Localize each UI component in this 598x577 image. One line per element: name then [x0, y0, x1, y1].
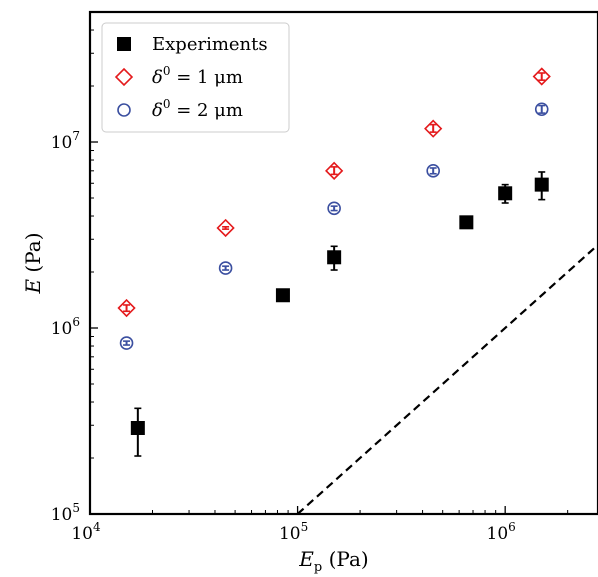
data-point: [130, 420, 145, 435]
data-point: [459, 215, 474, 230]
x-tick-exponent: 5: [301, 520, 309, 534]
x-axis-label-symbol: E: [298, 547, 314, 571]
data-point: [117, 298, 136, 318]
legend-label-experiments: Experiments: [152, 34, 268, 55]
x-tick-base: 10: [279, 524, 301, 544]
data-point: [218, 261, 233, 275]
y-tick-label: 107: [51, 129, 80, 153]
legend-label-symbol: δ: [152, 100, 163, 121]
legend-label-superscript: 0: [163, 97, 171, 111]
reference-line: [296, 244, 598, 514]
y-tick-exponent: 5: [72, 501, 80, 515]
x-axis-label-subscript: p: [314, 560, 322, 575]
y-tick-label: 105: [51, 501, 80, 525]
data-point: [275, 288, 290, 303]
data-point: [327, 250, 342, 265]
data-point: [119, 336, 134, 350]
data-point: [424, 119, 443, 138]
y-tick-base: 10: [51, 319, 73, 339]
legend-label-delta-1um: δ0 = 1 μm: [152, 64, 243, 88]
y-axis-label-symbol: E: [21, 279, 45, 295]
x-tick-base: 10: [487, 524, 509, 544]
legend-box: [101, 22, 290, 133]
legend-marker-delta-1um: [114, 67, 134, 87]
x-axis-label-unit: (Pa): [322, 547, 368, 571]
x-axis-label: Ep (Pa): [298, 547, 368, 575]
data-point: [498, 186, 513, 201]
series-delta-1um: [117, 67, 551, 318]
legend-label-superscript: 0: [163, 64, 171, 78]
x-tick-base: 10: [71, 524, 93, 544]
y-tick-base: 10: [51, 505, 73, 525]
legend-marker-delta-2um: [117, 103, 131, 117]
data-point: [532, 67, 551, 86]
legend-marker-experiments: [117, 37, 131, 51]
data-point: [426, 164, 440, 178]
legend-label-rest: = 1 μm: [170, 67, 242, 88]
y-tick-label: 106: [51, 315, 80, 339]
y-axis-label: E (Pa): [21, 232, 45, 294]
x-tick-exponent: 4: [93, 520, 101, 534]
data-point: [327, 201, 341, 216]
legend-label-rest: = 2 μm: [170, 100, 242, 121]
data-point: [325, 161, 344, 180]
y-tick-base: 10: [51, 133, 73, 153]
x-tick-exponent: 6: [508, 520, 516, 534]
data-point: [216, 218, 235, 238]
data-point: [534, 177, 549, 192]
series-delta-2um: [119, 102, 549, 350]
plot-frame: [88, 10, 598, 516]
x-tick-label: 106: [487, 520, 516, 544]
y-tick-exponent: 6: [72, 315, 80, 329]
series-experiments: [130, 171, 549, 457]
x-tick-label: 105: [279, 520, 308, 544]
legend-label-delta-2um: δ0 = 2 μm: [152, 97, 243, 121]
y-tick-exponent: 7: [72, 129, 80, 143]
x-tick-label: 104: [71, 520, 101, 544]
legend-label-symbol: δ: [152, 67, 163, 88]
legend-label-text: Experiments: [152, 34, 268, 55]
series-layer: [117, 67, 598, 514]
y-axis-label-unit: (Pa): [21, 232, 45, 278]
data-point: [534, 102, 549, 117]
